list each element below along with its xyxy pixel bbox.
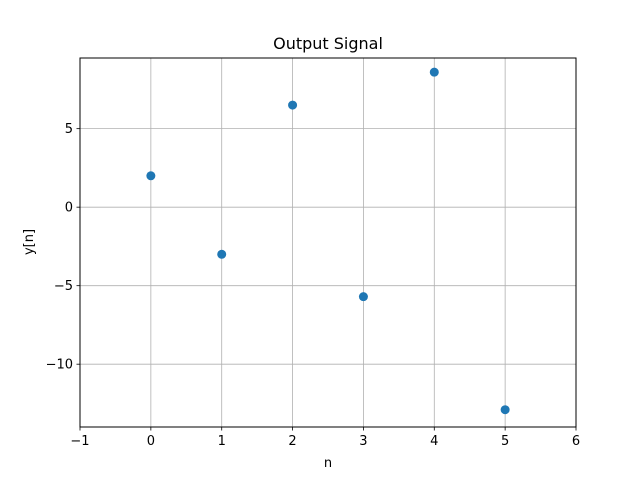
x-tick-label: 3 <box>359 434 367 449</box>
data-points <box>146 67 510 415</box>
data-point <box>500 405 510 415</box>
data-point <box>429 67 439 77</box>
grid-lines <box>79 58 577 427</box>
x-tick-label: 2 <box>288 434 296 449</box>
x-axis-ticks: −1 0 1 2 3 4 5 6 <box>70 427 580 449</box>
y-tick-label: 5 <box>65 122 73 137</box>
data-point <box>358 292 368 302</box>
data-point <box>288 100 298 110</box>
x-axis-label: n <box>324 456 332 471</box>
x-tick-label: 0 <box>147 434 155 449</box>
plot-frame <box>79 57 577 428</box>
x-tick-label: 4 <box>430 434 438 449</box>
y-tick-label: −5 <box>54 279 73 294</box>
y-tick-label: 0 <box>65 201 73 216</box>
data-point <box>217 249 227 259</box>
x-tick-label: 6 <box>572 434 580 449</box>
x-tick-label: 5 <box>501 434 509 449</box>
x-tick-label: 1 <box>218 434 226 449</box>
data-point <box>146 171 156 181</box>
y-tick-label: −10 <box>46 358 73 373</box>
y-axis-label: y[n] <box>22 229 37 255</box>
y-axis-ticks: −10 −5 0 5 <box>46 122 80 373</box>
x-tick-label: −1 <box>70 434 89 449</box>
chart-title: Output Signal <box>273 34 383 53</box>
